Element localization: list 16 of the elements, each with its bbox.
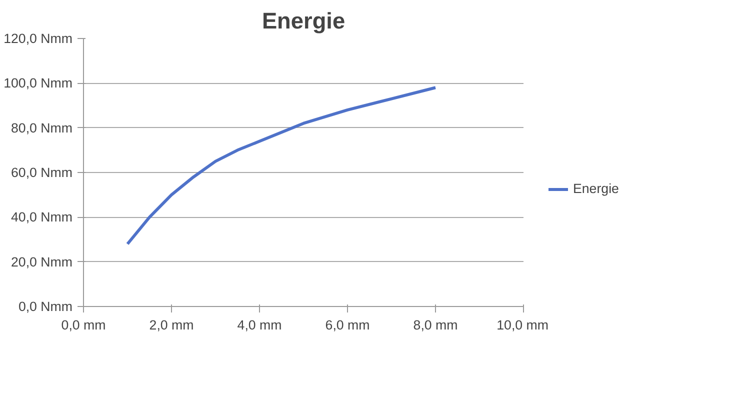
line-series: [126, 86, 437, 246]
x-tick-label: 2,0 mm: [149, 318, 194, 332]
x-tick-label: 6,0 mm: [325, 318, 370, 332]
y-tick-label: 80,0 Nmm: [11, 120, 73, 136]
x-tick-label: 4,0 mm: [237, 318, 282, 332]
chart-title: Energie: [262, 8, 346, 34]
y-tick-label: 20,0 Nmm: [11, 254, 73, 270]
y-tick-label: 40,0 Nmm: [11, 210, 73, 225]
y-tick-label: 100,0 Nmm: [4, 76, 73, 91]
x-tick-label: 8,0 mm: [413, 318, 458, 332]
y-tick-label: 60,0 Nmm: [11, 165, 73, 180]
y-tick-label: 120,0 Nmm: [4, 31, 73, 46]
y-tick-label: 0,0 Nmm: [18, 299, 72, 314]
x-tick-label: 0,0 mm: [61, 318, 106, 332]
legend-label: Energie: [573, 181, 619, 196]
x-tick-label: 10,0 mm: [496, 318, 549, 332]
